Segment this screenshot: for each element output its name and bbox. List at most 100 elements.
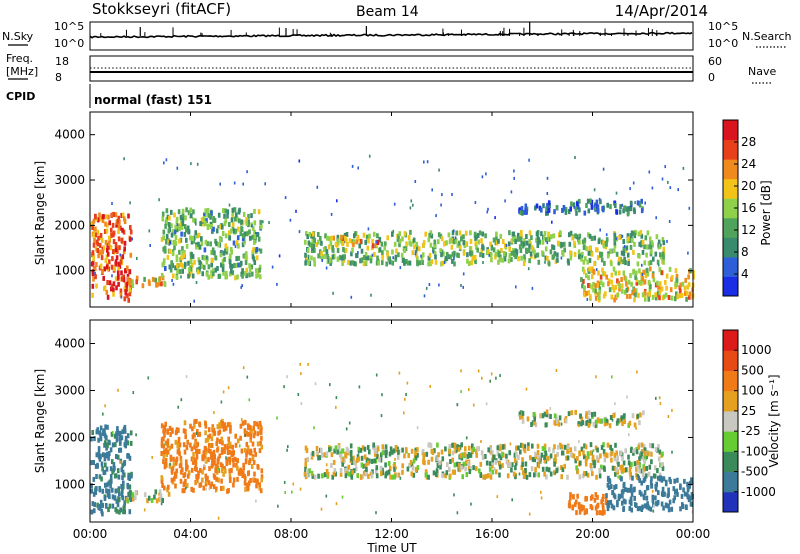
echo-cell [650, 476, 653, 482]
echo-cell [436, 456, 439, 462]
echo-cell [521, 418, 525, 424]
echo-cell [95, 486, 98, 492]
echo-cell [250, 464, 254, 469]
echo-cell [654, 292, 657, 298]
echo-cell [214, 468, 218, 473]
echo-cell [410, 471, 414, 477]
echo-cell [499, 257, 502, 263]
echo-cell [671, 450, 673, 454]
echo-cell [660, 270, 664, 276]
echo-cell [217, 467, 219, 471]
echo-cell [521, 462, 524, 467]
echo-cell [134, 495, 137, 501]
echo-cell [563, 247, 566, 253]
echo-cell [469, 452, 473, 458]
echo-cell [332, 459, 336, 465]
echo-cell [608, 479, 612, 485]
echo-cell [495, 376, 497, 380]
echo-cell [658, 289, 662, 295]
echo-cell [662, 254, 665, 260]
echo-cell [509, 461, 512, 467]
echo-cell [583, 237, 587, 243]
echo-cell [432, 246, 435, 252]
echo-cell [96, 463, 99, 469]
echo-cell [101, 237, 104, 243]
echo-cell [682, 487, 685, 493]
echo-cell [599, 228, 601, 232]
echo-cell [641, 240, 645, 245]
echo-cell [599, 274, 603, 280]
echo-cell [181, 488, 185, 494]
echo-cell [512, 471, 516, 477]
echo-cell [164, 421, 167, 427]
echo-cell [167, 491, 171, 497]
echo-cell [684, 277, 687, 283]
echo-cell [169, 462, 171, 466]
echo-cell [634, 502, 637, 508]
echo-cell [219, 237, 222, 243]
echo-cell [339, 471, 343, 477]
echo-cell [606, 502, 609, 508]
echo-cell [657, 475, 660, 481]
echo-cell [341, 495, 344, 499]
echo-cell [158, 276, 162, 282]
echo-cell [227, 441, 231, 447]
echo-cell [166, 214, 170, 220]
echo-cell [615, 251, 619, 257]
echo-cell [360, 248, 364, 254]
echo-cell [217, 477, 220, 483]
echo-cell [560, 242, 564, 248]
echo-cell [328, 258, 332, 263]
echo-cell [323, 472, 327, 478]
echo-cell [184, 434, 187, 440]
echo-cell [109, 474, 113, 479]
echo-cell [626, 395, 628, 399]
echo-cell [259, 441, 262, 446]
echo-cell [595, 510, 599, 516]
echo-cell [208, 466, 211, 472]
echo-cell [549, 414, 552, 419]
echo-cell [640, 198, 643, 204]
echo-cell [582, 259, 586, 265]
echo-cell [370, 293, 372, 297]
echo-cell [108, 479, 111, 483]
echo-cell [111, 202, 113, 205]
echo-cell [655, 234, 659, 240]
echo-cell [304, 466, 307, 472]
echo-cell [183, 420, 187, 426]
echo-cell [476, 232, 480, 238]
echo-cell [99, 453, 102, 459]
echo-cell [588, 233, 592, 239]
echo-cell [466, 252, 469, 258]
echo-cell [115, 222, 118, 228]
echo-cell [619, 450, 623, 456]
echo-cell [485, 460, 489, 466]
echo-cell [638, 280, 641, 286]
echo-cell [651, 489, 654, 493]
echo-cell [202, 216, 206, 221]
echo-cell [494, 216, 496, 220]
echo-cell [561, 450, 565, 456]
echo-cell [169, 454, 173, 460]
echo-cell [537, 458, 539, 462]
echo-cell [143, 508, 146, 512]
echo-cell [101, 214, 105, 220]
echo-cell [106, 443, 109, 449]
echo-cell [573, 205, 576, 209]
echo-cell [421, 448, 425, 454]
echo-cell [439, 464, 442, 470]
echo-cell [310, 233, 313, 239]
freq-tick-bottom: 8 [55, 71, 62, 84]
echo-cell [228, 271, 232, 277]
time-tick-label: 04:00 [173, 527, 208, 541]
echo-cell [123, 216, 126, 222]
echo-cell [229, 253, 232, 259]
echo-cell [225, 270, 228, 276]
echo-cell [160, 478, 164, 484]
echo-cell [97, 235, 100, 241]
echo-cell [660, 286, 664, 292]
echo-cell [474, 241, 477, 247]
echo-cell [600, 445, 604, 450]
echo-cell [106, 489, 110, 495]
time-tick-label: 00:00 [676, 527, 711, 541]
